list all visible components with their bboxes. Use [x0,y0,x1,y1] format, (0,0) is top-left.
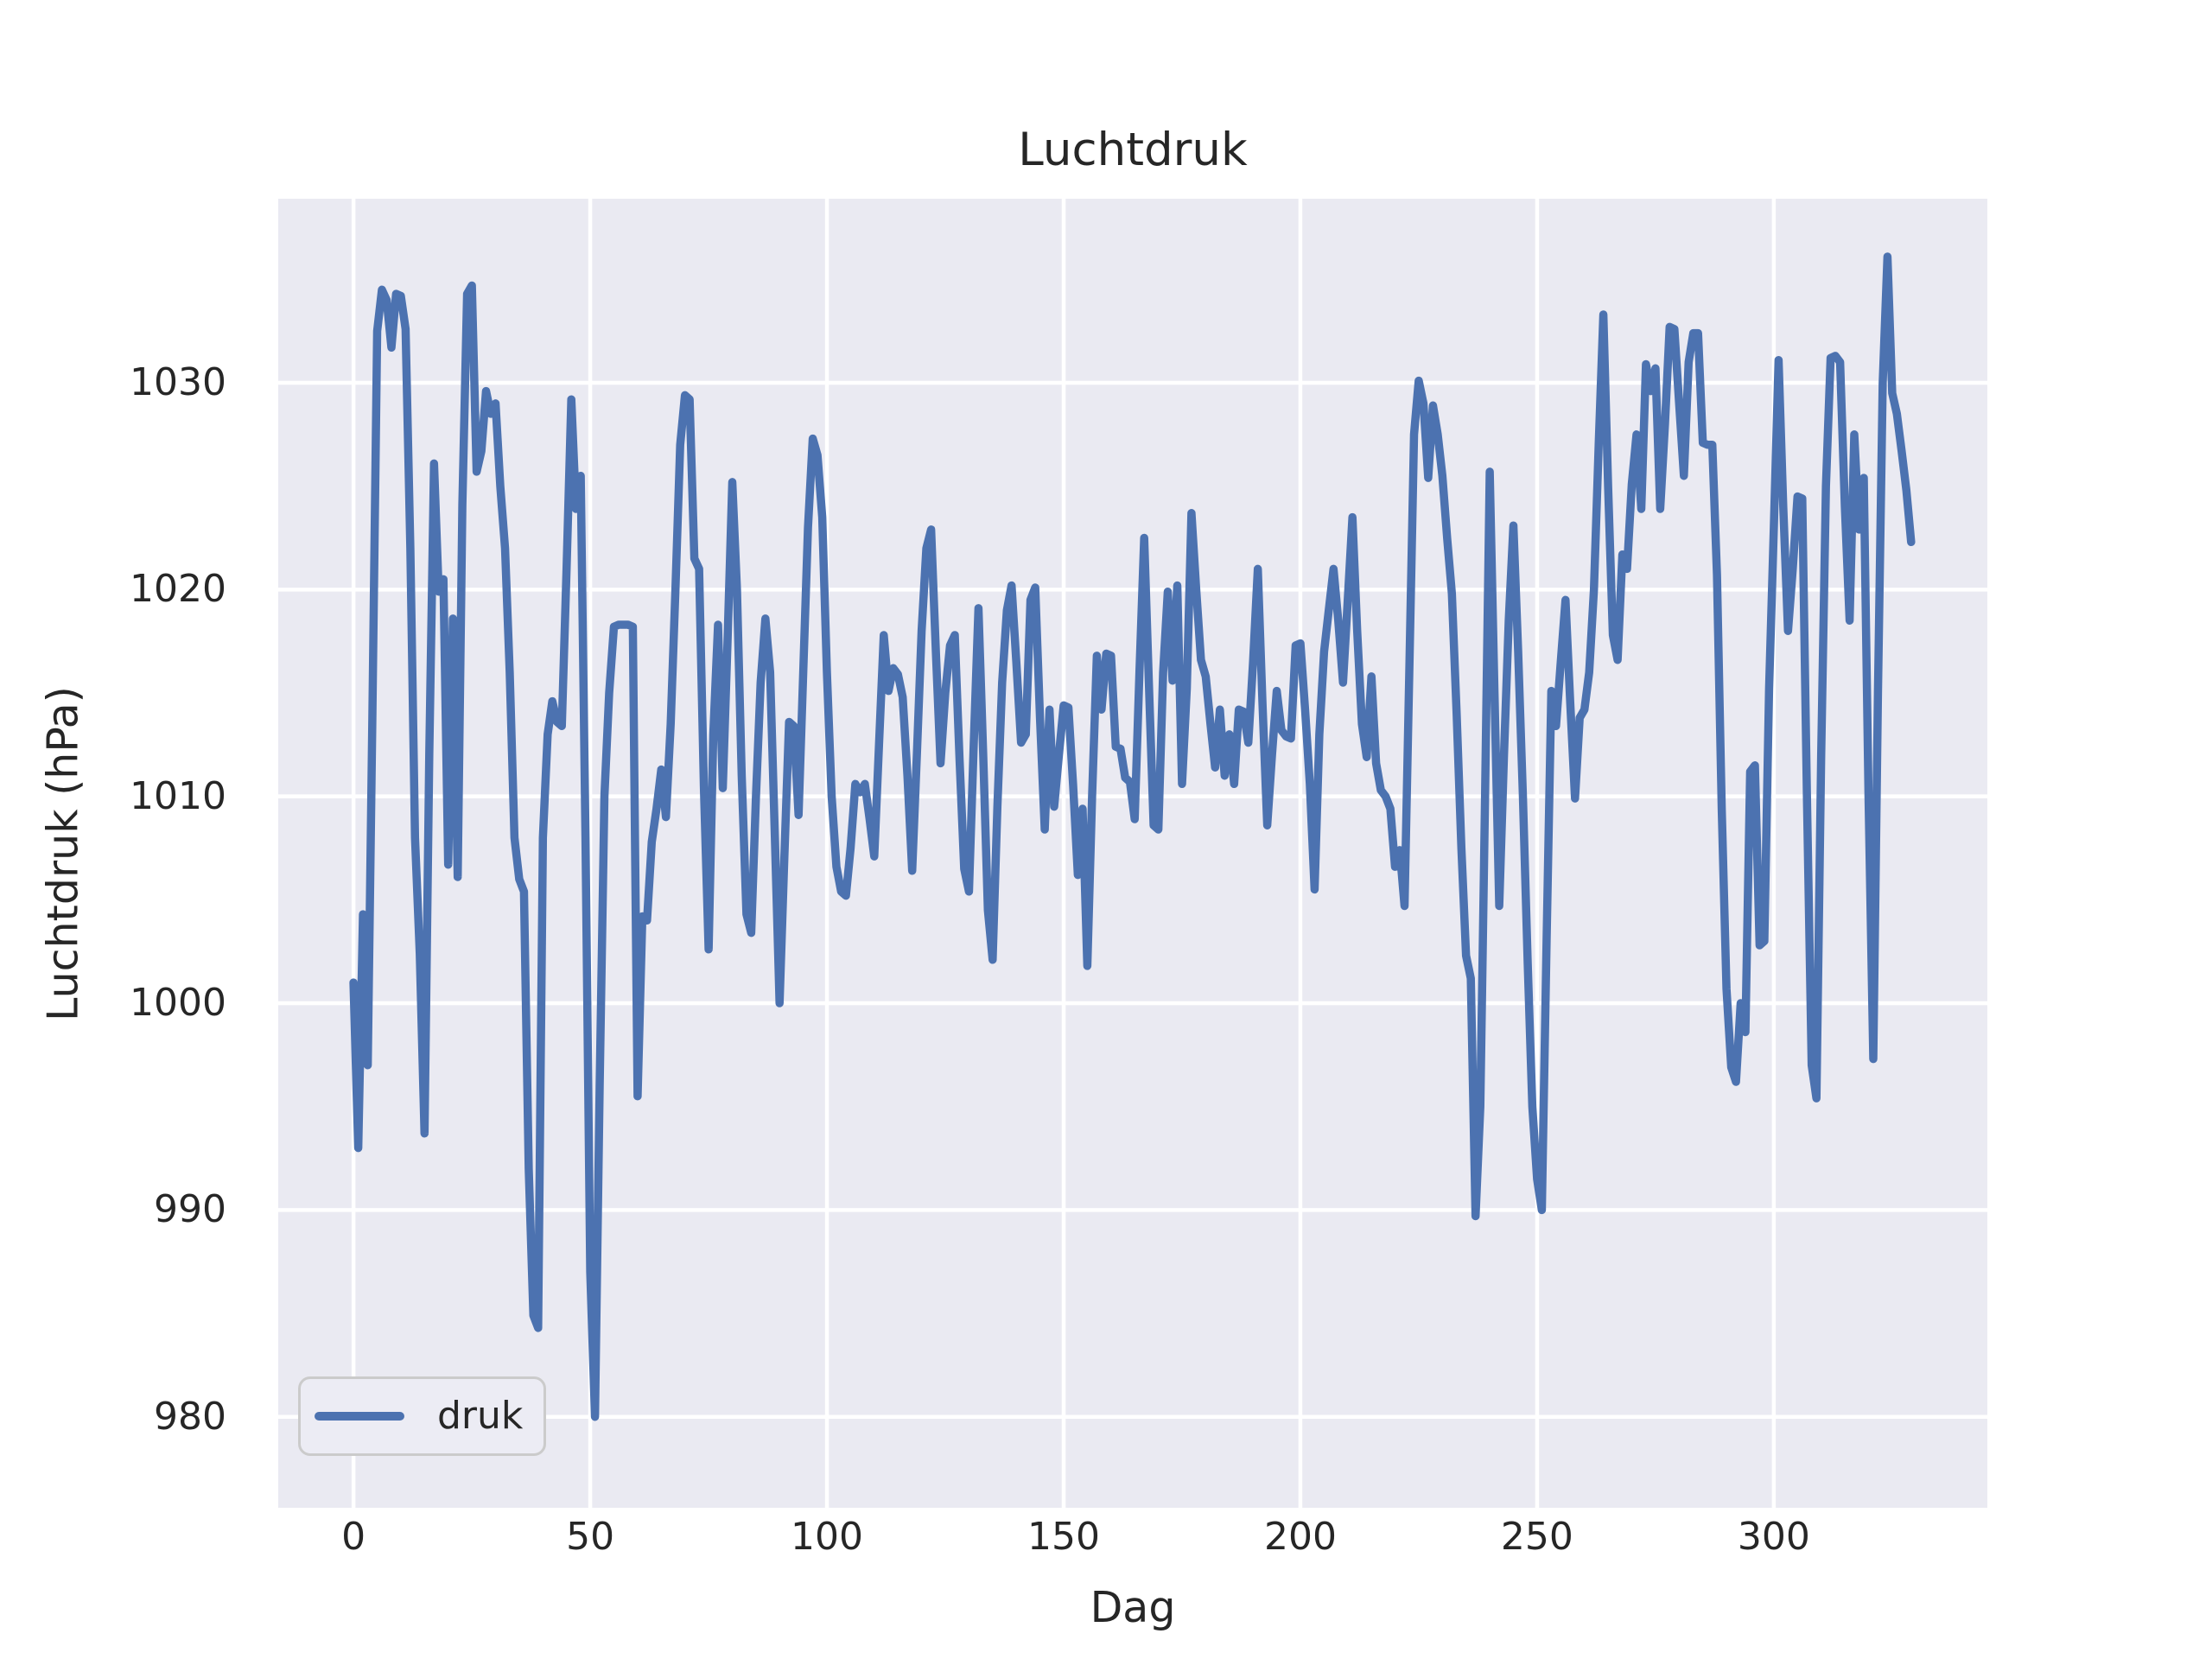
x-tick-label: 100 [791,1515,863,1559]
legend-label: druk [437,1394,524,1438]
y-tick-label: 1000 [130,981,226,1025]
x-tick-label: 50 [566,1515,615,1559]
y-tick-label: 990 [154,1187,226,1232]
y-tick-label: 1020 [130,567,226,612]
x-tick-label: 0 [341,1515,366,1559]
druk-line-series [349,252,1916,1421]
legend: druk [298,1376,546,1456]
x-tick-label: 250 [1500,1515,1573,1559]
x-axis-label: Dag [1090,1583,1176,1632]
y-tick-label: 1030 [130,360,226,404]
grid-lines [278,199,1987,1508]
legend-line-swatch [315,1412,404,1421]
chart-title: Luchtdruk [1018,124,1248,176]
y-axis-label: Luchtdruk (hPa) [38,686,88,1021]
x-tick-label: 300 [1737,1515,1810,1559]
y-tick-label: 980 [154,1394,226,1439]
x-tick-label: 200 [1264,1515,1337,1559]
y-tick-label: 1010 [130,773,226,818]
x-tick-label: 150 [1027,1515,1100,1559]
